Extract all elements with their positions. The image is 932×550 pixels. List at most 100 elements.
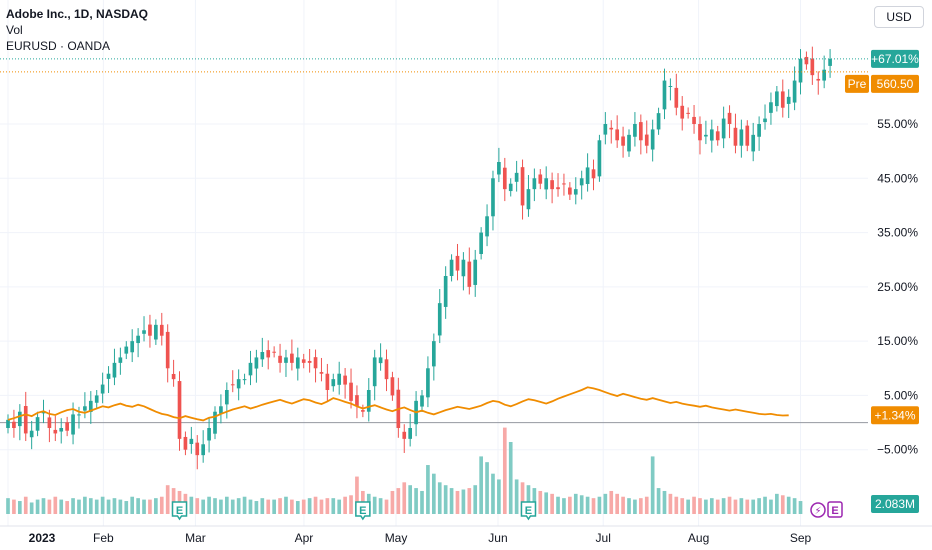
candle-body xyxy=(721,118,726,139)
volume-bar xyxy=(29,502,34,514)
volume-bar xyxy=(349,495,353,514)
candle-body xyxy=(23,406,28,434)
candle-body xyxy=(544,178,549,190)
pre-market-tag: Pre xyxy=(848,77,867,91)
candle-body xyxy=(118,357,123,363)
volume-bar xyxy=(295,501,300,514)
compare-change-label-bg xyxy=(871,406,919,425)
price-labels: +67.01% Pre 560.50 +1.34% 2.083M xyxy=(845,49,919,513)
candle-body xyxy=(242,379,247,381)
volume-bar xyxy=(106,499,111,514)
candle-body xyxy=(798,58,803,83)
candle-body xyxy=(159,324,164,336)
currency-button[interactable]: USD xyxy=(874,6,924,28)
compare-line xyxy=(7,386,789,422)
volume-bar xyxy=(260,498,265,514)
volume-bar xyxy=(224,496,229,514)
candle-body xyxy=(313,357,318,369)
x-tick-label: May xyxy=(385,531,408,545)
candle-body xyxy=(579,178,584,186)
candle-body xyxy=(378,357,383,364)
volume-bar xyxy=(449,488,454,514)
candle-body xyxy=(627,134,631,152)
price-axis[interactable]: 55.00% 45.00% 35.00% 25.00% 15.00% 5.00% −5.00… xyxy=(877,117,918,457)
volume-bar xyxy=(219,499,223,514)
candle-body xyxy=(479,232,483,255)
volume-bar xyxy=(337,499,342,514)
volume-legend[interactable]: Vol xyxy=(6,23,23,37)
candle-body xyxy=(372,357,377,387)
candle-body xyxy=(260,352,265,360)
volume-bar xyxy=(343,496,347,514)
candle-body xyxy=(727,112,732,124)
volume-bar xyxy=(638,498,643,514)
candle-body xyxy=(431,341,436,367)
candle-body xyxy=(775,91,779,107)
volume-bar xyxy=(674,496,679,514)
candle-body xyxy=(408,428,413,439)
candle-body xyxy=(59,428,64,432)
volume-bar xyxy=(165,485,170,514)
candle-body xyxy=(41,411,46,414)
candle-body xyxy=(319,372,324,374)
volume-bar xyxy=(491,473,495,514)
volume-bar xyxy=(603,493,608,514)
candle-body xyxy=(757,124,761,137)
main-change-label-bg xyxy=(871,49,919,68)
volume-bar xyxy=(775,493,779,514)
volume-bar xyxy=(124,501,129,514)
candle-body xyxy=(195,442,200,456)
volume-bar xyxy=(130,496,135,514)
volume-bar xyxy=(544,492,549,514)
last-price-lines xyxy=(0,58,868,73)
volume-bar xyxy=(502,427,507,514)
candle-body xyxy=(165,331,170,369)
upcoming-earnings-badge xyxy=(827,501,843,518)
upcoming-earnings-badge-label: E xyxy=(831,505,838,517)
candle-body xyxy=(538,174,543,184)
volume-bar xyxy=(585,496,590,514)
time-axis[interactable]: 2023 Feb Mar Apr May Jun Jul Aug Sep xyxy=(0,525,932,545)
candle-body xyxy=(331,379,336,387)
volume-bar xyxy=(325,498,330,514)
volume-bar xyxy=(650,456,655,514)
earnings-badge xyxy=(520,501,537,521)
symbol-title[interactable]: Adobe Inc., 1D, NASDAQ xyxy=(6,7,149,21)
volume-bar xyxy=(514,479,519,514)
candle-body xyxy=(219,406,223,414)
volume-bar xyxy=(71,498,75,514)
volume-bar xyxy=(41,498,46,514)
candle-body xyxy=(402,431,407,439)
volume-bar xyxy=(627,498,631,514)
candle-body xyxy=(769,102,773,113)
candle-body xyxy=(638,122,643,141)
candle-body xyxy=(485,216,489,237)
candle-body xyxy=(562,183,566,185)
candle-body xyxy=(550,180,554,190)
earnings-badge-label: E xyxy=(359,505,366,517)
candle-body xyxy=(366,390,371,412)
volume-bar xyxy=(65,501,69,514)
candle-body xyxy=(384,359,389,380)
lightning-icon-glyph: ⚡ xyxy=(814,506,821,517)
candle-body xyxy=(698,124,702,141)
volume-bar xyxy=(644,496,649,514)
candle-body xyxy=(236,379,241,389)
compare-legend[interactable]: EURUSD · OANDA xyxy=(6,39,111,53)
y-tick-label: 15.00% xyxy=(877,334,918,348)
y-tick-label: 5.00% xyxy=(884,388,918,402)
candle-body xyxy=(94,395,99,403)
candle-body xyxy=(656,113,661,130)
volume-bar xyxy=(408,485,413,514)
candle-body xyxy=(473,259,478,285)
volume-bar xyxy=(148,499,152,514)
event-badges[interactable]: E E E ⚡ E xyxy=(171,501,843,521)
candle-body xyxy=(29,430,34,438)
candle-body xyxy=(77,414,81,416)
volume-bar xyxy=(6,498,10,514)
volume-bar xyxy=(402,482,407,514)
volume-bar xyxy=(248,499,253,514)
volume-bar xyxy=(479,456,483,514)
candle-body xyxy=(597,140,602,177)
